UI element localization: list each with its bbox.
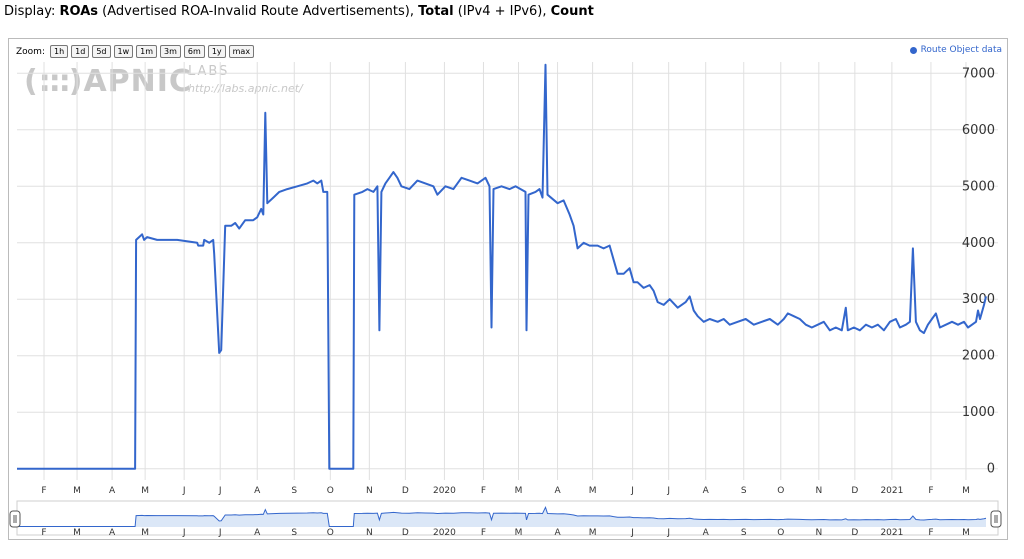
zoom-1y-button[interactable]: 1y — [207, 45, 226, 58]
page-title: Display: ROAs (Advertised ROA-Invalid Ro… — [4, 4, 594, 19]
zoom-controls: Zoom: 1h 1d 5d 1w 1m 3m 6m 1y max — [16, 45, 255, 58]
zoom-6m-button[interactable]: 6m — [183, 45, 205, 58]
logo-labs: LABS — [188, 64, 230, 79]
chart-panel — [8, 38, 1008, 540]
logo-text: (:::)APNIC — [24, 64, 192, 99]
zoom-5d-button[interactable]: 5d — [92, 45, 111, 58]
zoom-label: Zoom: — [16, 46, 45, 57]
apnic-labs-logo: (:::)APNIC LABS http://labs.apnic.net/ — [24, 64, 303, 99]
zoom-max-button[interactable]: max — [228, 45, 255, 58]
zoom-3m-button[interactable]: 3m — [160, 45, 181, 58]
chart-legend[interactable]: Route Object data — [909, 45, 1002, 55]
zoom-1w-button[interactable]: 1w — [113, 45, 134, 58]
zoom-1h-button[interactable]: 1h — [49, 45, 69, 58]
zoom-1d-button[interactable]: 1d — [71, 45, 90, 58]
zoom-1m-button[interactable]: 1m — [136, 45, 158, 58]
logo-url: http://labs.apnic.net/ — [188, 82, 303, 95]
legend-label: Route Object data — [920, 45, 1002, 55]
legend-dot-icon — [909, 46, 917, 54]
